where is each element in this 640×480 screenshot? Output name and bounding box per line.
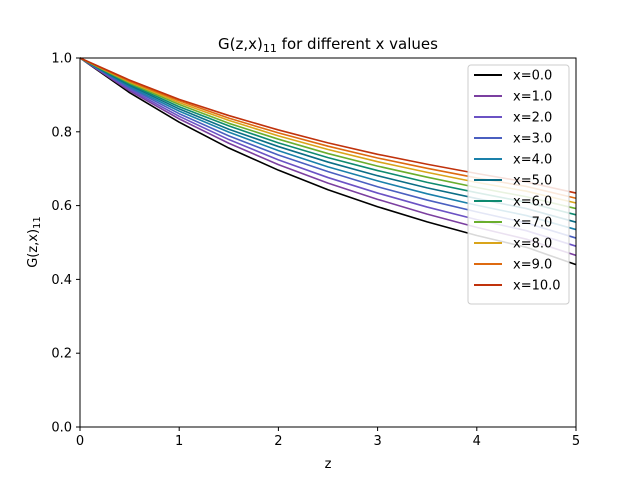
chart-title-main: G(z,x) bbox=[218, 35, 263, 53]
x-axis-ticks: 0 1 2 3 4 5 bbox=[76, 427, 580, 449]
legend-box bbox=[467, 64, 570, 305]
legend-label: x=10.0 bbox=[513, 279, 561, 294]
legend-label: x=1.0 bbox=[513, 90, 552, 105]
y-axis-ticks: 0.0 0.2 0.4 0.6 0.8 1.0 bbox=[51, 52, 80, 436]
y-tick-label: 0.6 bbox=[51, 199, 72, 214]
y-tick-label: 0.0 bbox=[51, 421, 72, 436]
chart-title-suffix: for different x values bbox=[277, 35, 438, 53]
y-tick-label: 0.8 bbox=[51, 125, 72, 140]
chart-title-subscript: 11 bbox=[263, 42, 277, 55]
y-tick-label: 0.2 bbox=[51, 347, 72, 362]
legend: x=0.0 x=1.0 x=2.0 x=3.0 x=4.0 x=5.0 x=6.0 x=7.0… bbox=[467, 64, 570, 305]
x-tick-label: 4 bbox=[473, 434, 481, 449]
legend-label: x=6.0 bbox=[513, 195, 552, 210]
y-tick-label: 1.0 bbox=[51, 52, 72, 67]
legend-label: x=9.0 bbox=[513, 258, 552, 273]
legend-label: x=0.0 bbox=[513, 69, 552, 84]
y-tick-label: 0.4 bbox=[51, 273, 72, 288]
axes-frame bbox=[79, 57, 577, 428]
x-tick-label: 1 bbox=[175, 434, 183, 449]
legend-label: x=2.0 bbox=[513, 111, 552, 126]
chart-title: G(z,x)11 for different x values bbox=[218, 35, 438, 55]
legend-label: x=8.0 bbox=[513, 237, 552, 252]
x-tick-label: 2 bbox=[274, 434, 282, 449]
legend-label: x=4.0 bbox=[513, 153, 552, 168]
x-tick-label: 5 bbox=[572, 434, 580, 449]
legend-label: x=5.0 bbox=[513, 174, 552, 189]
y-axis-label: G(z,x)11 bbox=[26, 216, 43, 268]
y-axis-label-main: G(z,x) bbox=[26, 229, 41, 268]
legend-label: x=7.0 bbox=[513, 216, 552, 231]
x-tick-label: 3 bbox=[373, 434, 381, 449]
legend-label: x=3.0 bbox=[513, 132, 552, 147]
x-axis-label: z bbox=[325, 457, 332, 472]
x-tick-label: 0 bbox=[76, 434, 84, 449]
y-axis-label-subscript: 11 bbox=[32, 216, 43, 229]
